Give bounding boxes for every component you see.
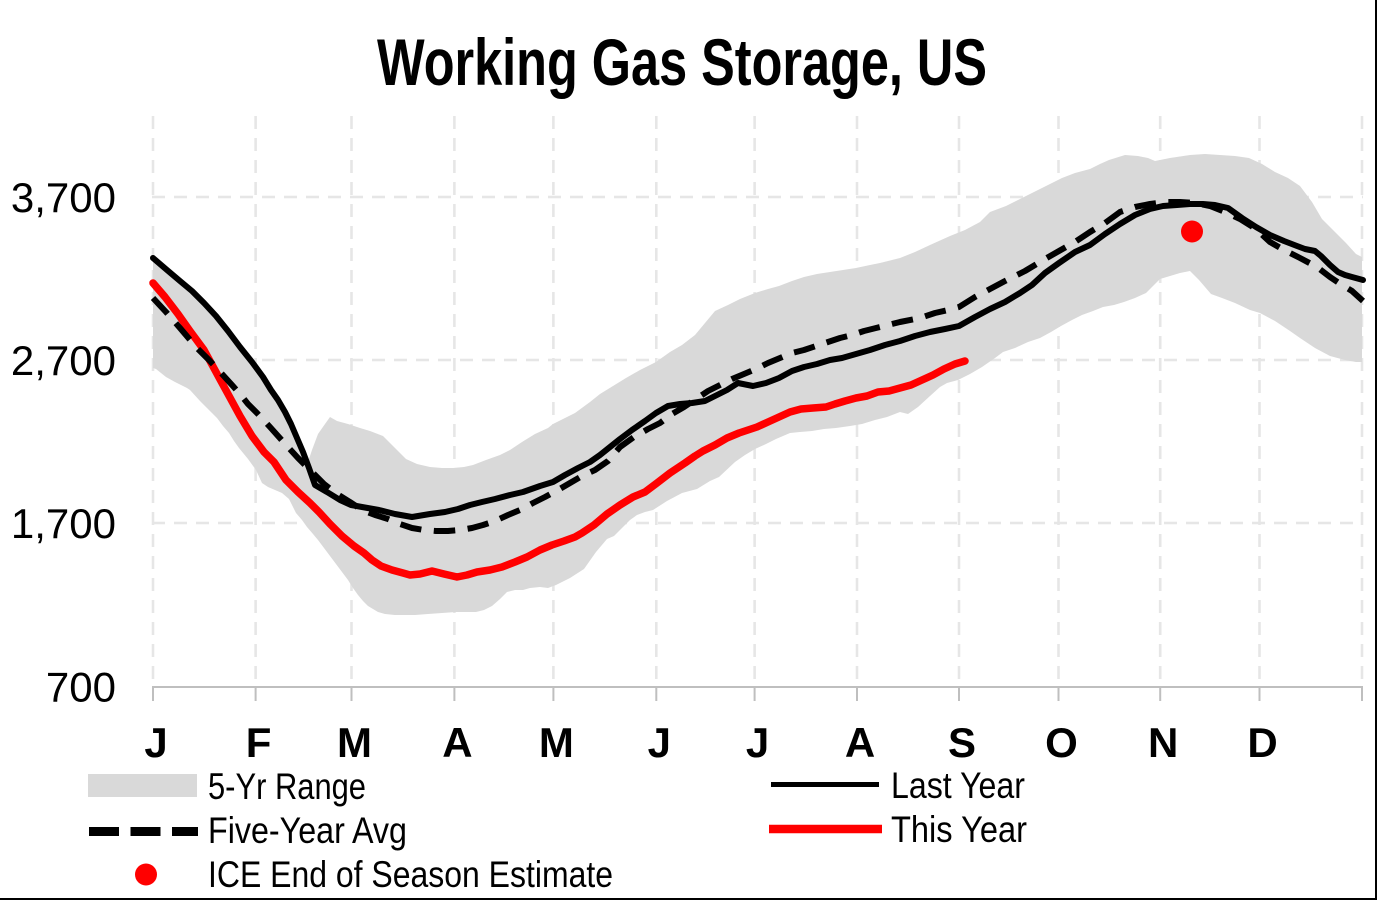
svg-text:O: O: [1045, 719, 1078, 766]
svg-text:J: J: [746, 719, 769, 766]
svg-text:M: M: [539, 719, 574, 766]
svg-text:700: 700: [46, 664, 116, 711]
svg-text:5-Yr Range: 5-Yr Range: [208, 766, 366, 807]
svg-text:1,700: 1,700: [11, 500, 116, 547]
svg-text:Five-Year Avg: Five-Year Avg: [208, 810, 407, 851]
svg-text:A: A: [845, 719, 875, 766]
svg-text:2,700: 2,700: [11, 337, 116, 384]
svg-text:J: J: [648, 719, 671, 766]
svg-text:3,700: 3,700: [11, 174, 116, 221]
svg-text:J: J: [144, 719, 167, 766]
svg-text:S: S: [948, 719, 976, 766]
svg-text:A: A: [442, 719, 472, 766]
svg-text:Working Gas Storage, US: Working Gas Storage, US: [377, 25, 987, 99]
svg-text:M: M: [337, 719, 372, 766]
svg-text:N: N: [1148, 719, 1178, 766]
svg-text:Last Year: Last Year: [891, 765, 1025, 806]
svg-text:F: F: [246, 719, 272, 766]
svg-text:This Year: This Year: [891, 809, 1027, 850]
svg-text:D: D: [1247, 719, 1277, 766]
svg-text:ICE End of Season Estimate: ICE End of Season Estimate: [208, 854, 613, 895]
